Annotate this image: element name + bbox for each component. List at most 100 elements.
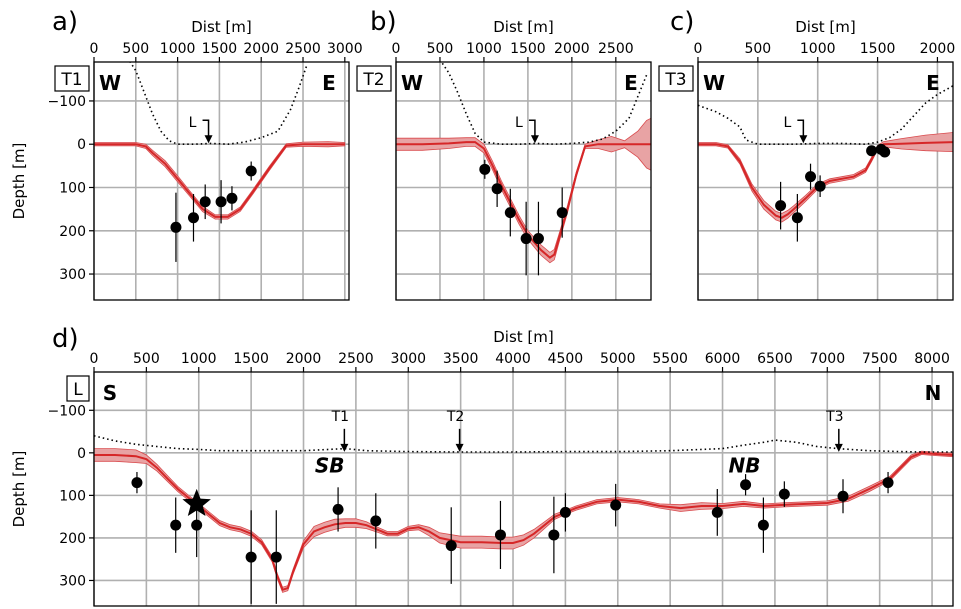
x-tick-label: 8000 — [914, 351, 950, 367]
data-point — [883, 477, 894, 488]
data-point — [492, 183, 503, 194]
data-point — [775, 200, 786, 211]
direction-label-left: S — [103, 381, 117, 405]
plot-area — [396, 51, 651, 275]
data-point — [200, 196, 211, 207]
x-tick-label: 1500 — [860, 41, 896, 57]
x-tick-label: 0 — [90, 351, 99, 367]
x-axis-label: Dist [m] — [795, 18, 856, 36]
axes-frame — [396, 62, 651, 300]
plot-area — [94, 436, 953, 604]
x-tick-label: 0 — [90, 41, 99, 57]
x-tick-label: 4500 — [548, 351, 584, 367]
data-point — [712, 507, 723, 518]
direction-label-left: W — [703, 71, 725, 95]
x-tick-label: 3000 — [390, 351, 426, 367]
x-tick-label: 6000 — [705, 351, 741, 367]
x-tick-label: 2000 — [286, 351, 322, 367]
data-point — [805, 171, 816, 182]
x-tick-label: 1000 — [160, 41, 196, 57]
data-point — [246, 166, 257, 177]
axes-frame — [94, 372, 953, 606]
x-tick-label: 1000 — [181, 351, 217, 367]
panel-letter: a) — [52, 7, 78, 37]
profile-tag: T2 — [362, 70, 384, 90]
x-tick-label: 1000 — [466, 41, 502, 57]
x-axis-label: Dist [m] — [493, 328, 554, 346]
x-tick-label: 5500 — [652, 351, 688, 367]
x-tick-label: 500 — [427, 41, 454, 57]
basement-line — [94, 453, 953, 590]
arrow-head — [799, 135, 807, 143]
data-point — [370, 515, 381, 526]
data-point — [792, 212, 803, 223]
data-point — [333, 504, 344, 515]
panel-letter: d) — [52, 324, 79, 354]
x-tick-label: 2000 — [243, 41, 279, 57]
profile-tag: T1 — [60, 70, 82, 90]
profile-tag: L — [73, 380, 83, 400]
direction-label-right: E — [624, 71, 638, 95]
data-point — [170, 222, 181, 233]
direction-label-right: E — [926, 71, 940, 95]
basin-label: NB — [729, 454, 761, 478]
y-tick-label: 300 — [59, 267, 86, 283]
topography-line — [94, 436, 953, 452]
direction-label-left: W — [99, 71, 121, 95]
data-point — [191, 520, 202, 531]
y-tick-label: −100 — [48, 94, 86, 110]
data-point — [610, 500, 621, 511]
x-tick-label: 3500 — [443, 351, 479, 367]
data-point — [533, 233, 544, 244]
annotation-label: T2 — [446, 409, 464, 425]
panel-t3: L 0 500 1000 1500 2000 Dist [m] c) T3 W E — [659, 7, 955, 300]
data-point — [838, 491, 849, 502]
x-tick-label: 1500 — [233, 351, 269, 367]
y-axis-label: Depth [m] — [10, 143, 28, 220]
data-point — [495, 529, 506, 540]
data-point — [521, 233, 532, 244]
x-tick-label: 2500 — [598, 41, 634, 57]
data-point — [188, 212, 199, 223]
data-point — [505, 207, 516, 218]
arrow-head — [205, 135, 213, 143]
x-tick-label: 0 — [694, 41, 703, 57]
data-point — [170, 520, 181, 531]
panel-l: T1 T2 T3SB NB0 500 1000 1500 2000 2500 3000 3500 40… — [10, 324, 953, 606]
panel-letter: c) — [670, 7, 694, 37]
data-point — [548, 529, 559, 540]
data-point — [815, 181, 826, 192]
y-tick-label: 0 — [77, 446, 86, 462]
basin-label: SB — [315, 454, 345, 478]
data-point — [479, 164, 490, 175]
x-tick-label: 1000 — [800, 41, 836, 57]
topography-line — [698, 86, 953, 144]
data-point — [131, 477, 142, 488]
basement-line — [698, 142, 953, 218]
y-tick-label: 300 — [59, 573, 86, 589]
annotation-label: T1 — [331, 409, 349, 425]
panel-letter: b) — [370, 7, 397, 37]
y-tick-label: 200 — [59, 224, 86, 240]
x-axis-label: Dist [m] — [191, 18, 252, 36]
x-tick-label: 1500 — [202, 41, 238, 57]
data-point — [271, 552, 282, 563]
y-axis-label: Depth [m] — [10, 451, 28, 528]
data-point — [216, 196, 227, 207]
x-tick-label: 2000 — [554, 41, 590, 57]
data-point — [879, 147, 890, 158]
y-tick-label: −100 — [48, 403, 86, 419]
x-tick-label: 2000 — [920, 41, 956, 57]
x-tick-label: 5000 — [600, 351, 636, 367]
uncertainty-band — [94, 449, 953, 593]
panel-t2: L 0 500 1000 1500 2000 2500 Dist [m] b) T2 W E — [357, 7, 651, 300]
x-tick-label: 6500 — [757, 351, 793, 367]
topography-line — [94, 45, 307, 145]
data-point — [446, 540, 457, 551]
annotation-label: L — [783, 115, 791, 131]
direction-label-right: N — [925, 381, 942, 405]
x-tick-label: 2500 — [338, 351, 374, 367]
arrow-head — [456, 444, 464, 452]
x-tick-label: 500 — [122, 41, 149, 57]
